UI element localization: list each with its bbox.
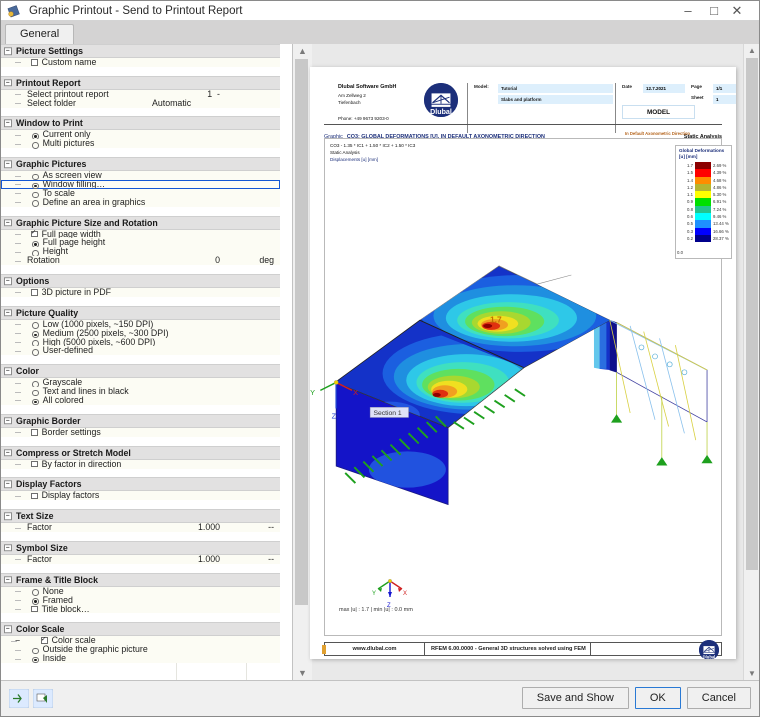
svg-text:Dlubal: Dlubal	[703, 654, 716, 659]
svg-text:Y: Y	[310, 388, 315, 397]
svg-text:Section 1: Section 1	[373, 410, 401, 417]
svg-text:Z: Z	[332, 412, 337, 421]
svg-text:X: X	[353, 388, 358, 397]
svg-text:Dlubal: Dlubal	[430, 108, 452, 116]
svg-text:1.7: 1.7	[490, 315, 502, 325]
